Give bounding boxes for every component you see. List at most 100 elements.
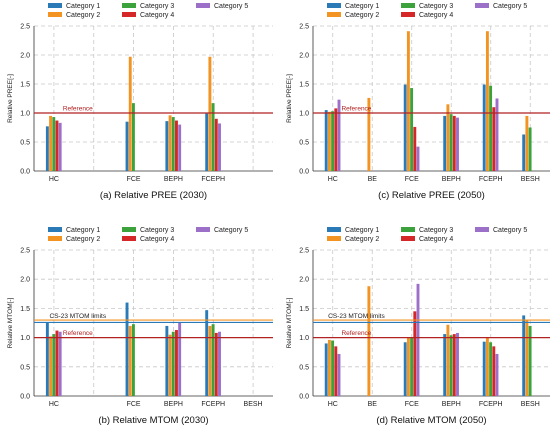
bar-category-2: [367, 97, 371, 171]
bar-category-1: [165, 121, 169, 171]
bar-category-2: [446, 324, 450, 396]
legend-swatch: [48, 227, 62, 232]
bar-category-4: [55, 120, 59, 171]
bar-category-4: [175, 120, 178, 171]
x-tick-label: HC: [328, 176, 338, 183]
bar-category-5: [416, 283, 420, 396]
bar-category-1: [165, 325, 169, 396]
x-tick-label: FCEPH: [479, 401, 503, 408]
y-tick-label: 0.0: [20, 169, 30, 176]
bar-category-1: [324, 110, 328, 171]
bar-category-3: [449, 335, 453, 396]
bar-category-2: [49, 336, 53, 396]
bar-category-5: [337, 353, 341, 396]
bar-category-3: [528, 325, 532, 396]
x-tick-label: HC: [49, 401, 59, 408]
chart-panel-0: 0.0 0.5 1.0 1.5 2.0 2.5 Reference HC FCE BEPH FCEP…: [7, 3, 273, 201]
bar-category-1: [324, 343, 328, 396]
legend-swatch: [327, 227, 341, 232]
y-tick-label: 0.5: [20, 140, 30, 147]
bar-category-2: [367, 286, 371, 396]
bar-category-5: [58, 331, 62, 396]
y-tick-label: 2.5: [299, 248, 309, 255]
legend-label: Category 2: [345, 236, 379, 243]
bar-category-2: [446, 104, 450, 171]
bar-category-3: [449, 114, 453, 171]
legend-swatch: [401, 236, 415, 241]
legend-label: Category 5: [214, 3, 248, 10]
legend-label: Category 5: [214, 227, 248, 234]
legend-label: Category 5: [493, 227, 527, 234]
bar-category-5: [495, 98, 499, 171]
x-tick-label: FCEPH: [201, 401, 225, 408]
bar-category-1: [205, 113, 209, 171]
bar-category-2: [168, 334, 172, 396]
bar-category-3: [528, 127, 532, 171]
legend-label: Category 4: [419, 12, 453, 19]
bar-category-2: [327, 111, 331, 171]
legend-swatch: [327, 12, 341, 17]
bar-category-4: [452, 115, 456, 171]
bar-category-1: [45, 323, 49, 396]
panel-caption: (b) Relative MTOM (2030): [98, 415, 208, 426]
y-tick-label: 2.0: [299, 53, 309, 60]
y-tick-label: 1.5: [299, 82, 309, 89]
bar-category-1: [482, 84, 486, 171]
legend-swatch: [401, 3, 415, 8]
legend-swatch: [122, 236, 136, 241]
bar-category-1: [522, 315, 526, 396]
legend-label: Category 3: [140, 227, 174, 234]
y-tick-label: 0.0: [20, 394, 30, 401]
x-tick-label: BESH: [521, 401, 540, 408]
bar-category-1: [443, 334, 447, 396]
bar-category-5: [178, 124, 182, 171]
bar-category-5: [218, 331, 221, 396]
legend-label: Category 1: [66, 3, 100, 10]
bar-category-3: [171, 117, 175, 171]
y-tick-label: 2.0: [299, 277, 309, 284]
bar-category-4: [175, 330, 178, 396]
bar-category-1: [482, 341, 486, 396]
legend-label: Category 1: [345, 3, 379, 10]
x-tick-label: BEPH: [442, 401, 461, 408]
bar-category-3: [410, 337, 414, 396]
bar-category-3: [489, 342, 493, 396]
reference-label: Reference: [63, 106, 93, 113]
bar-category-1: [403, 342, 407, 396]
x-tick-label: FCE: [127, 401, 141, 408]
y-tick-label: 2.5: [20, 24, 30, 31]
bar-category-5: [337, 99, 341, 171]
x-tick-label: BE: [368, 401, 378, 408]
y-tick-label: 0.0: [299, 169, 309, 176]
panel-caption: (a) Relative PREE (2030): [100, 190, 207, 201]
legend-label: Category 2: [345, 12, 379, 19]
x-tick-label: BEPH: [164, 176, 183, 183]
bar-category-2: [525, 320, 529, 396]
legend-swatch: [196, 227, 210, 232]
legend-swatch: [475, 227, 489, 232]
bar-category-4: [492, 346, 496, 396]
legend-label: Category 4: [419, 236, 453, 243]
bar-category-5: [218, 123, 221, 171]
bar-category-3: [410, 88, 414, 171]
y-tick-label: 0.5: [299, 364, 309, 371]
legend-label: Category 5: [493, 3, 527, 10]
bar-category-2: [485, 31, 489, 171]
legend-swatch: [48, 236, 62, 241]
legend-swatch: [48, 3, 62, 8]
x-tick-label: BESH: [244, 401, 263, 408]
y-tick-label: 2.5: [20, 248, 30, 255]
y-tick-label: 1.5: [20, 306, 30, 313]
x-tick-label: FCEPH: [479, 176, 503, 183]
legend-swatch: [327, 236, 341, 241]
legend-swatch: [401, 227, 415, 232]
y-tick-label: 0.5: [20, 364, 30, 371]
legend-swatch: [401, 12, 415, 17]
bar-category-1: [403, 84, 407, 171]
bar-category-2: [406, 31, 410, 171]
bar-category-1: [125, 121, 129, 171]
legend-swatch: [122, 12, 136, 17]
bar-category-3: [211, 103, 215, 171]
bar-category-4: [214, 332, 218, 396]
bar-category-4: [334, 346, 338, 396]
